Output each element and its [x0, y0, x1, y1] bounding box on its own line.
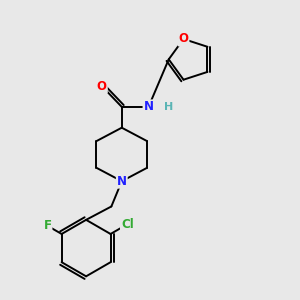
- Text: N: N: [117, 175, 127, 188]
- Text: N: N: [143, 100, 154, 113]
- Text: O: O: [97, 80, 107, 93]
- Text: H: H: [164, 102, 173, 112]
- Text: Cl: Cl: [121, 218, 134, 231]
- Text: O: O: [178, 32, 188, 46]
- Text: F: F: [44, 219, 52, 232]
